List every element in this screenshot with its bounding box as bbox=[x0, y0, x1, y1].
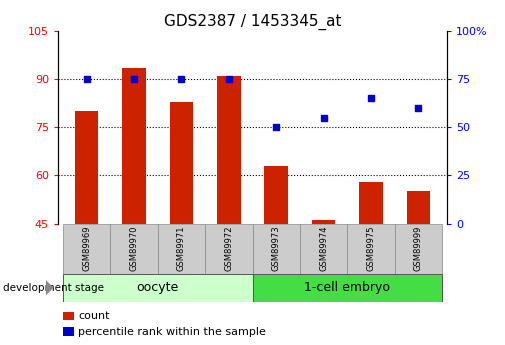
Point bbox=[82, 77, 90, 82]
Text: GSM89973: GSM89973 bbox=[272, 226, 281, 272]
Bar bbox=[312, 220, 335, 224]
Text: GSM89999: GSM89999 bbox=[414, 226, 423, 271]
Bar bbox=[75, 111, 98, 224]
Point bbox=[367, 96, 375, 101]
Bar bbox=[252, 224, 300, 274]
Bar bbox=[252, 274, 442, 302]
Text: GSM89970: GSM89970 bbox=[129, 226, 138, 271]
Bar bbox=[407, 191, 430, 224]
Bar bbox=[122, 68, 146, 224]
Bar bbox=[300, 224, 347, 274]
Text: GSM89972: GSM89972 bbox=[224, 226, 233, 271]
Text: GSM89969: GSM89969 bbox=[82, 226, 91, 271]
Bar bbox=[158, 224, 205, 274]
Point bbox=[272, 125, 280, 130]
Point bbox=[225, 77, 233, 82]
Title: GDS2387 / 1453345_at: GDS2387 / 1453345_at bbox=[164, 13, 341, 30]
Bar bbox=[205, 224, 252, 274]
Bar bbox=[110, 224, 158, 274]
Text: percentile rank within the sample: percentile rank within the sample bbox=[78, 327, 266, 337]
Bar bbox=[264, 166, 288, 224]
Point bbox=[320, 115, 328, 120]
Text: 1-cell embryo: 1-cell embryo bbox=[305, 281, 390, 294]
Text: development stage: development stage bbox=[3, 283, 107, 293]
Bar bbox=[217, 76, 241, 224]
Text: oocyte: oocyte bbox=[136, 281, 179, 294]
Text: GSM89975: GSM89975 bbox=[367, 226, 376, 271]
Text: GSM89971: GSM89971 bbox=[177, 226, 186, 271]
Point bbox=[177, 77, 185, 82]
Point bbox=[415, 105, 423, 111]
Bar bbox=[347, 224, 395, 274]
Bar bbox=[359, 182, 383, 224]
Bar bbox=[395, 224, 442, 274]
Bar bbox=[170, 102, 193, 224]
Text: count: count bbox=[78, 311, 110, 321]
Text: GSM89974: GSM89974 bbox=[319, 226, 328, 271]
Point bbox=[130, 77, 138, 82]
Bar bbox=[63, 274, 252, 302]
Bar bbox=[63, 224, 110, 274]
